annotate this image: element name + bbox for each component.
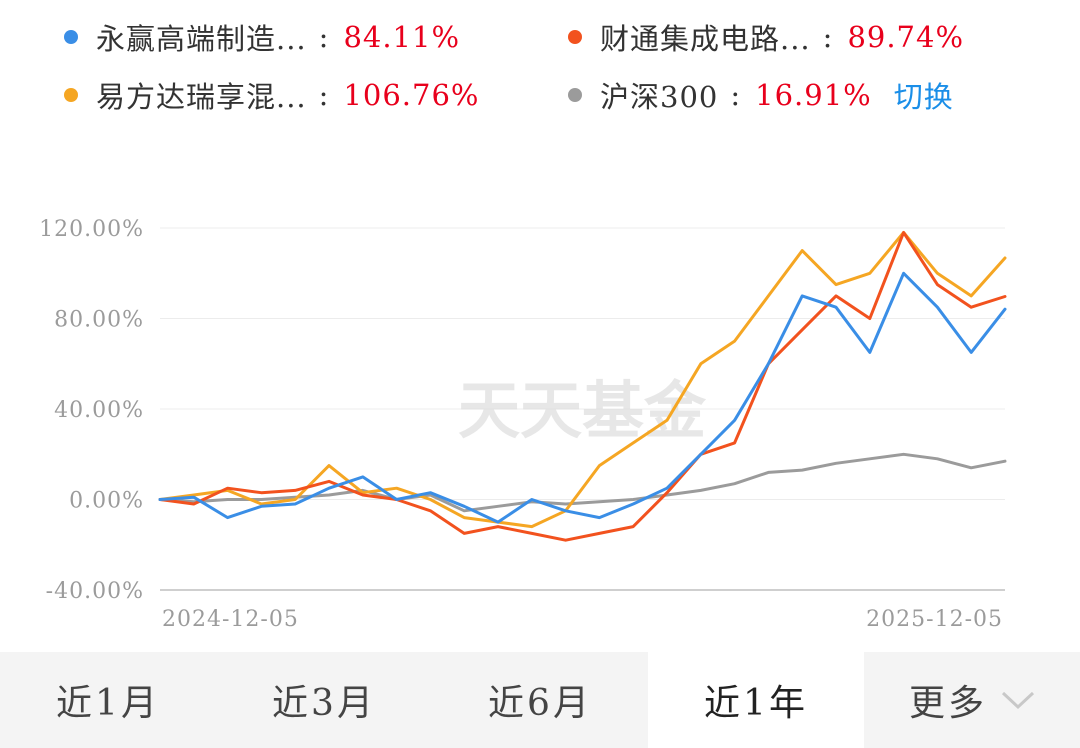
- series-line: [158, 231, 1007, 529]
- chart-legend: 永赢高端制造... : 84.11% 财通集成电路... : 89.74% 易方…: [0, 0, 1080, 130]
- legend-value-caitong: 89.74%: [847, 20, 965, 54]
- y-tick-label: -40.00%: [46, 579, 144, 604]
- y-tick-label: 40.00%: [54, 398, 144, 423]
- tab-more[interactable]: 更多: [864, 652, 1080, 748]
- chevron-down-icon: [1001, 691, 1035, 710]
- chart-area: 120.00% 80.00% 40.00% 0.00% -40.00% 天天基金 2024-…: [0, 200, 1080, 650]
- legend-name-yifangda: 易方达瑞享混...: [96, 80, 307, 114]
- series-dot-hs300: [568, 88, 582, 102]
- y-tick-label: 120.00%: [39, 217, 144, 242]
- watermark: 天天基金: [458, 374, 707, 447]
- legend-name-hs300: 沪深300: [600, 80, 719, 114]
- tab-1-year-label: 近1年: [704, 683, 808, 724]
- series-line: [158, 452, 1007, 513]
- series-dot-caitong: [568, 30, 582, 44]
- legend-value-yifangda: 106.76%: [343, 78, 480, 112]
- y-tick-label: 80.00%: [54, 308, 144, 333]
- legend-value-yongying: 84.11%: [343, 20, 461, 54]
- switch-button[interactable]: 切换: [893, 80, 954, 114]
- tab-1-month-label: 近1月: [56, 683, 160, 724]
- legend-value-hs300: 16.91%: [755, 78, 872, 112]
- tab-1-year[interactable]: 近1年: [648, 652, 864, 748]
- tab-3-months[interactable]: 近3月: [216, 652, 432, 748]
- legend-item-yifangda: 易方达瑞享混... : 106.76%: [64, 74, 479, 116]
- legend-item-hs300: 沪深300 : 16.91% 切换: [568, 74, 954, 116]
- legend-item-yongying: 永赢高端制造... : 84.11%: [64, 16, 460, 58]
- series-line: [158, 231, 1007, 542]
- legend-item-caitong: 财通集成电路... : 89.74%: [568, 16, 964, 58]
- legend-name-caitong: 财通集成电路...: [600, 22, 811, 56]
- tab-6-months-label: 近6月: [488, 683, 592, 724]
- y-tick-label: 0.00%: [69, 489, 144, 514]
- period-tabs: 近1月 近3月 近6月 近1年 更多: [0, 652, 1080, 748]
- tab-1-month[interactable]: 近1月: [0, 652, 216, 748]
- series-dot-yongying: [64, 30, 78, 44]
- tab-6-months[interactable]: 近6月: [432, 652, 648, 748]
- tab-3-months-label: 近3月: [272, 683, 376, 724]
- series-dot-yifangda: [64, 88, 78, 102]
- series-line: [158, 271, 1007, 524]
- x-tick-label: 2024-12-05: [162, 607, 299, 632]
- tab-more-label: 更多: [908, 683, 987, 724]
- x-tick-label: 2025-12-05: [866, 607, 1003, 632]
- legend-name-yongying: 永赢高端制造...: [96, 22, 307, 56]
- line-chart: 120.00% 80.00% 40.00% 0.00% -40.00% 天天基金 2024-…: [39, 217, 1007, 632]
